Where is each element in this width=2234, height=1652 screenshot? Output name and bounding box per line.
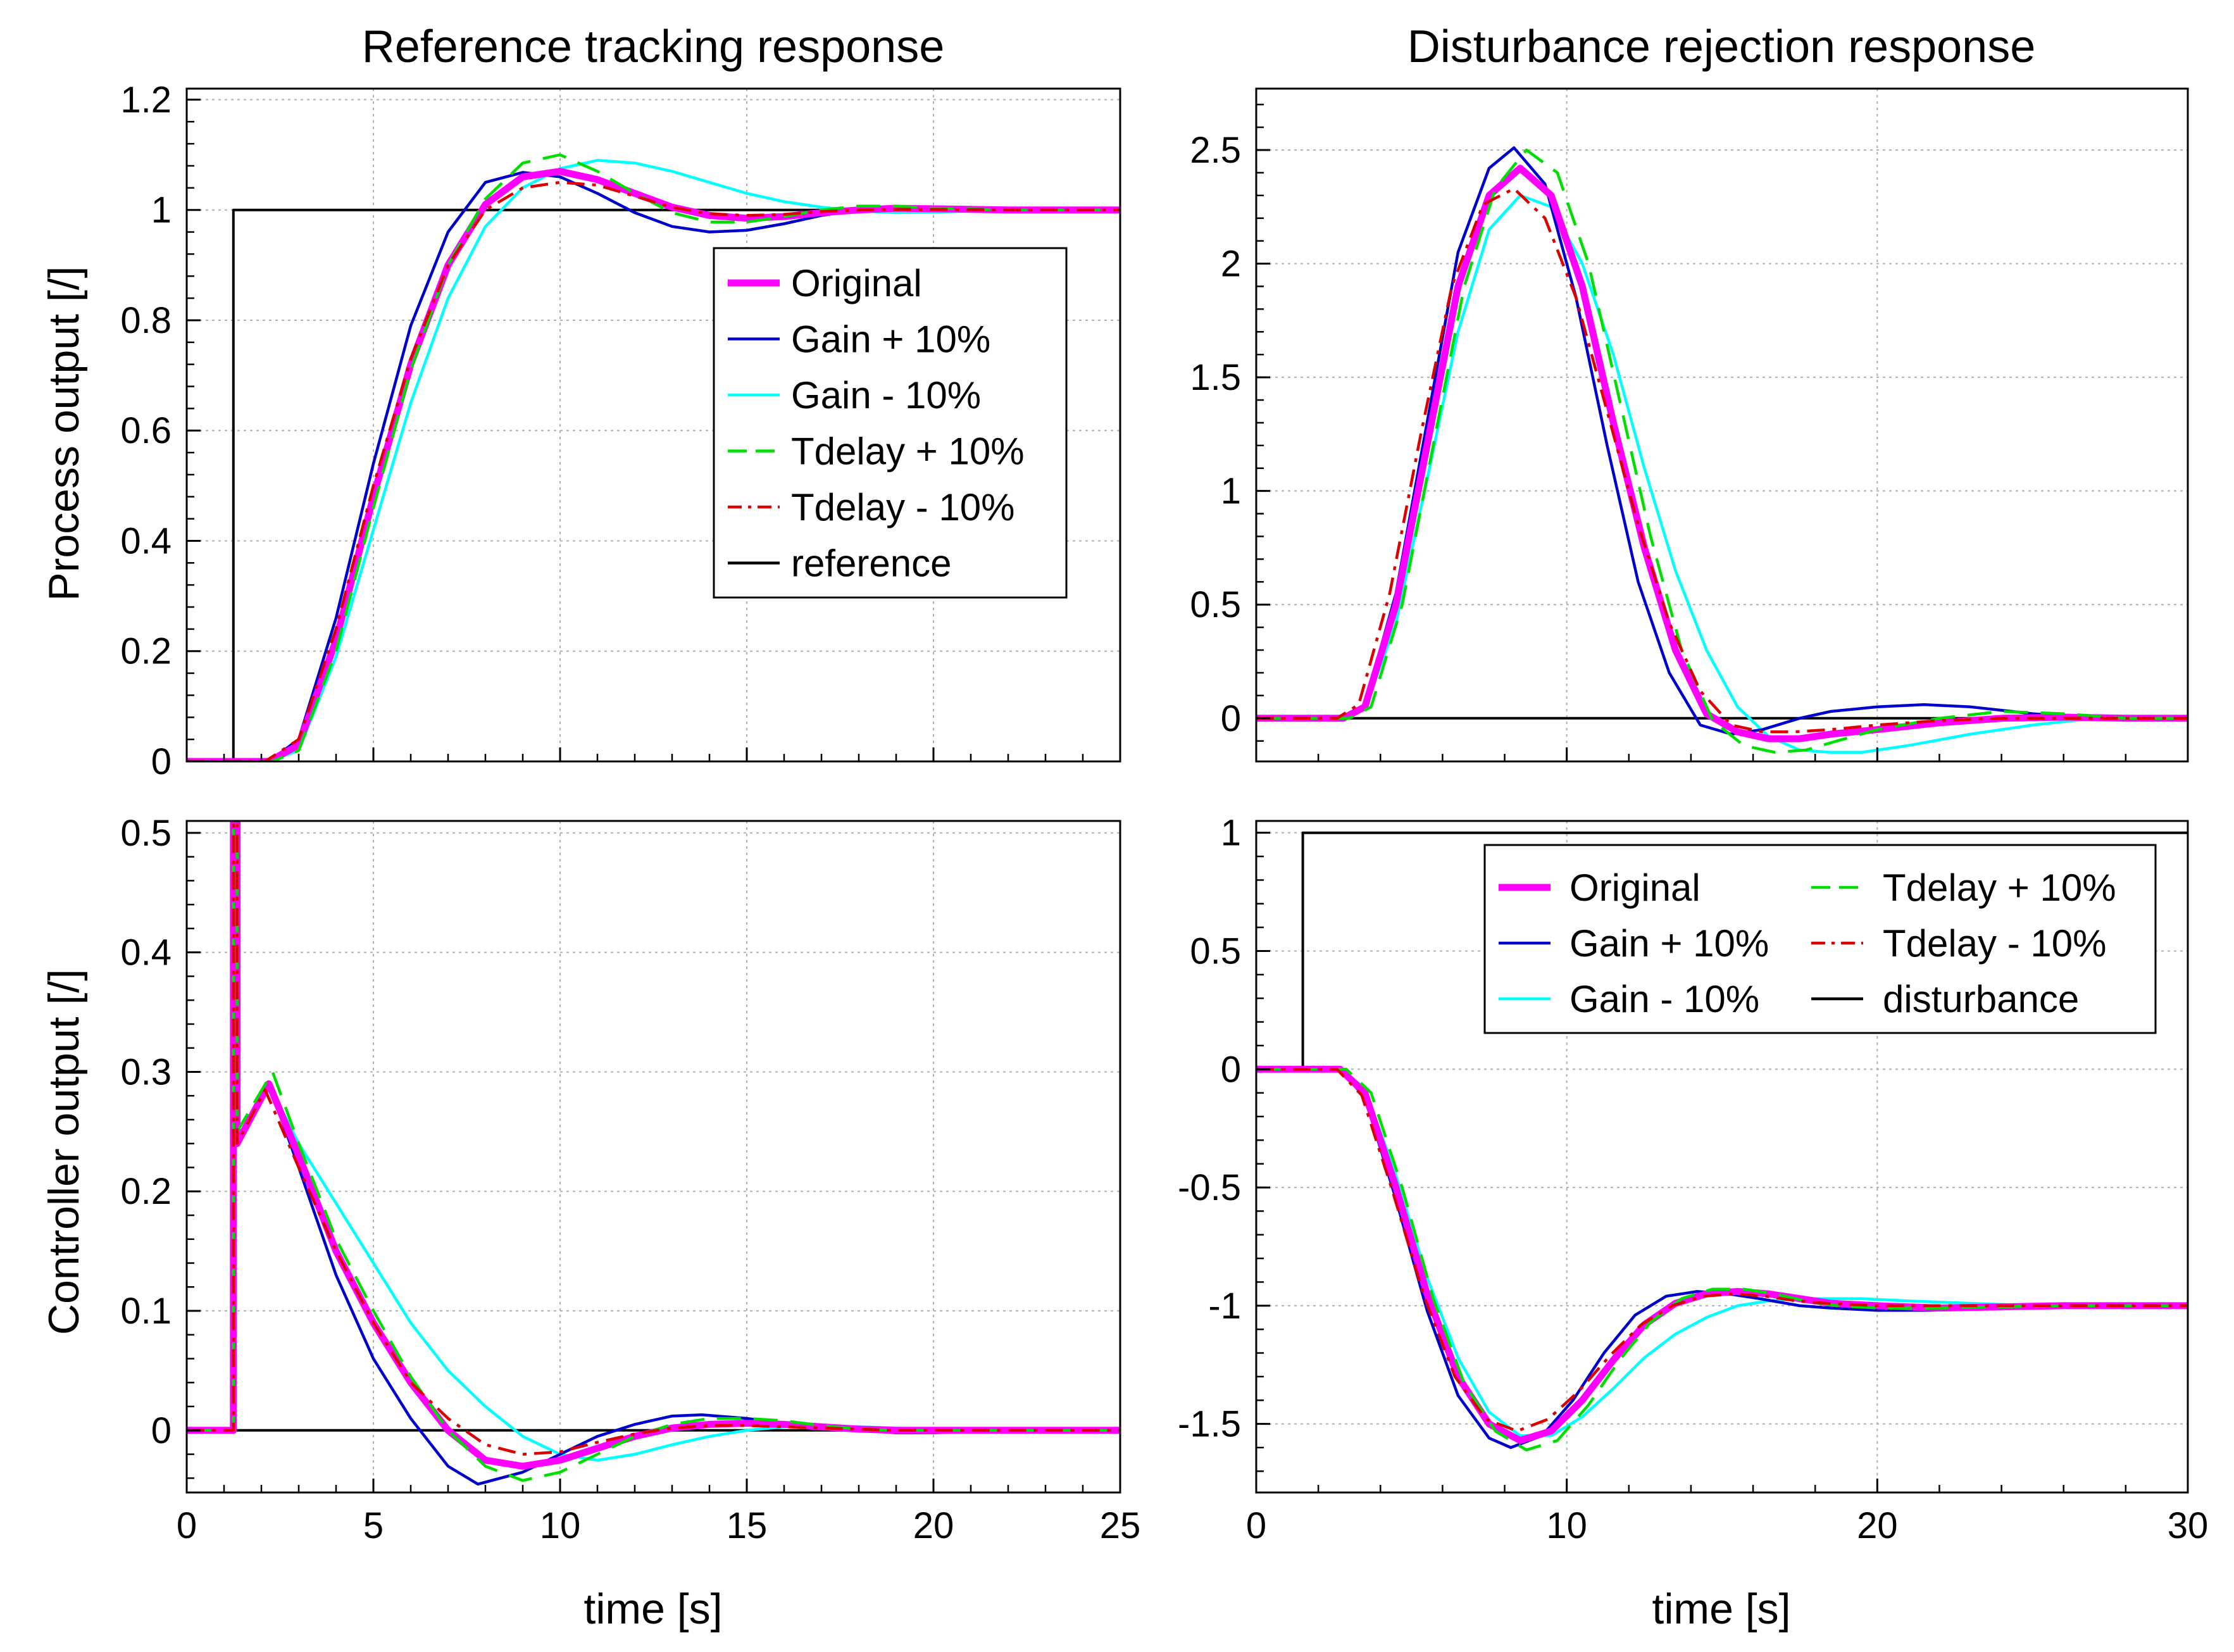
x-tick-label: 30 xyxy=(2168,1505,2209,1546)
chart-panel-tracking_control: 0 5 10 15 20 25 0 0.1 0.2 0.3 0.4 0.5 xyxy=(120,813,1141,1546)
y-tick-label: 0.5 xyxy=(1190,930,1241,972)
x-tick-label: 20 xyxy=(913,1505,954,1546)
chart-panel-tracking_output: 0 0.2 0.4 0.6 0.8 1 1.2 Original Gain + 10% Gain … xyxy=(120,79,1121,782)
y-tick-label: 1.2 xyxy=(120,79,172,120)
disturbance-title: Disturbance rejection response xyxy=(1407,22,2036,72)
series-group xyxy=(187,153,1120,761)
series-line-tdelay-minus xyxy=(187,821,1120,1456)
x-tick-label: 10 xyxy=(540,1505,581,1546)
legend-label-gain-minus: Gain - 10% xyxy=(1569,978,1759,1020)
series-line-tdelay-minus xyxy=(1256,187,2188,734)
legend-label-tdelay-minus: Tdelay - 10% xyxy=(1883,922,2107,965)
axes-box xyxy=(1255,820,2189,1494)
tracking-title: Reference tracking response xyxy=(362,22,945,72)
plot-area xyxy=(187,821,1120,1492)
y-tick-label: 2 xyxy=(1221,244,1241,285)
x-tick-label: 0 xyxy=(1246,1505,1266,1546)
series-line-original xyxy=(1256,165,2188,742)
y-tick-label: 0.1 xyxy=(120,1291,172,1332)
legend-label-original: Original xyxy=(791,262,922,304)
legend-box xyxy=(713,247,1068,599)
series-line-tdelay-plus xyxy=(187,153,1120,761)
y-tick-label: -1 xyxy=(1208,1286,1241,1327)
x-tick-label: 5 xyxy=(363,1505,384,1546)
legend-label-tdelay-plus: Tdelay + 10% xyxy=(791,430,1025,473)
axes-box xyxy=(185,820,1121,1494)
y-tick-label: 0.3 xyxy=(120,1051,172,1092)
y-tick-label: 0.5 xyxy=(1190,584,1241,625)
legend-label-gain-minus: Gain - 10% xyxy=(791,374,981,416)
disturbance-xlabel: time [s] xyxy=(1652,1585,1790,1633)
axes-box xyxy=(185,87,1121,763)
series-group xyxy=(1256,146,2188,754)
y-tick-label: 0.5 xyxy=(120,813,172,854)
x-tick-label: 0 xyxy=(177,1505,197,1546)
y-tick-label: 1 xyxy=(1221,813,1241,854)
series-line-original xyxy=(187,168,1120,761)
legend: Original Gain + 10% Gain - 10% Tdelay + 10%… xyxy=(1483,844,2157,1034)
legend-label-tdelay-plus: Tdelay + 10% xyxy=(1883,867,2116,909)
legend-label-tdelay-minus: Tdelay - 10% xyxy=(791,486,1015,529)
y-tick-label: 0.4 xyxy=(120,932,172,973)
legend-label-reference: reference xyxy=(791,542,951,585)
y-tick-label: 0.6 xyxy=(120,410,172,451)
legend-label-gain-plus: Gain + 10% xyxy=(1569,922,1769,965)
chart-panel-disturbance_output: 0 0.5 1 1.5 2 2.5 xyxy=(1190,87,2189,763)
axes-box xyxy=(1255,87,2189,763)
series-line-gain-plus xyxy=(1256,146,2188,736)
series-line-tdelay-plus xyxy=(1256,148,2188,754)
y-tick-label: 0 xyxy=(151,1410,172,1451)
x-tick-label: 25 xyxy=(1100,1505,1141,1546)
legend-label-disturbance: disturbance xyxy=(1883,978,2079,1020)
y-tick-label: 0.8 xyxy=(120,300,172,341)
x-tick-label: 10 xyxy=(1546,1505,1587,1546)
y-tick-label: 1 xyxy=(1221,471,1241,512)
tracking-xlabel: time [s] xyxy=(583,1585,722,1633)
plot-area xyxy=(1256,89,2188,761)
series-line-gain-minus xyxy=(1256,194,2188,754)
y-tick-label: 1 xyxy=(151,190,172,231)
legend-box xyxy=(1483,844,2157,1034)
process-output-ylabel: Process output [/] xyxy=(40,266,88,601)
series-line-tdelay-minus xyxy=(187,180,1120,761)
x-tick-label: 20 xyxy=(1857,1505,1898,1546)
legend-label-gain-plus: Gain + 10% xyxy=(791,318,990,361)
legend-label-original: Original xyxy=(1569,867,1700,909)
x-tick-label: 15 xyxy=(727,1505,768,1546)
y-tick-label: -1.5 xyxy=(1178,1404,1241,1445)
y-tick-label: 2.5 xyxy=(1190,130,1241,171)
y-tick-label: 1.5 xyxy=(1190,357,1241,398)
legend: Original Gain + 10% Gain - 10% Tdelay + 10%… xyxy=(713,247,1068,599)
controller-output-ylabel: Controller output [/] xyxy=(40,969,88,1335)
y-tick-label: 0 xyxy=(151,741,172,782)
chart-panel-disturbance_control: 0 10 20 30 -1.5 -1 -0.5 0 0.5 1 Original Gain + 10%… xyxy=(1178,813,2208,1546)
y-tick-label: 0 xyxy=(1221,698,1241,739)
series-line-tdelay-minus xyxy=(1256,1068,2188,1433)
y-tick-label: 0 xyxy=(1221,1049,1241,1090)
y-tick-label: -0.5 xyxy=(1178,1167,1241,1208)
y-tick-label: 0.4 xyxy=(120,520,172,561)
y-tick-label: 0.2 xyxy=(120,631,172,672)
y-tick-label: 0.2 xyxy=(120,1171,172,1212)
series-group xyxy=(187,821,1120,1486)
series-group xyxy=(1256,831,2188,1452)
series-line-tdelay-plus xyxy=(187,821,1120,1482)
